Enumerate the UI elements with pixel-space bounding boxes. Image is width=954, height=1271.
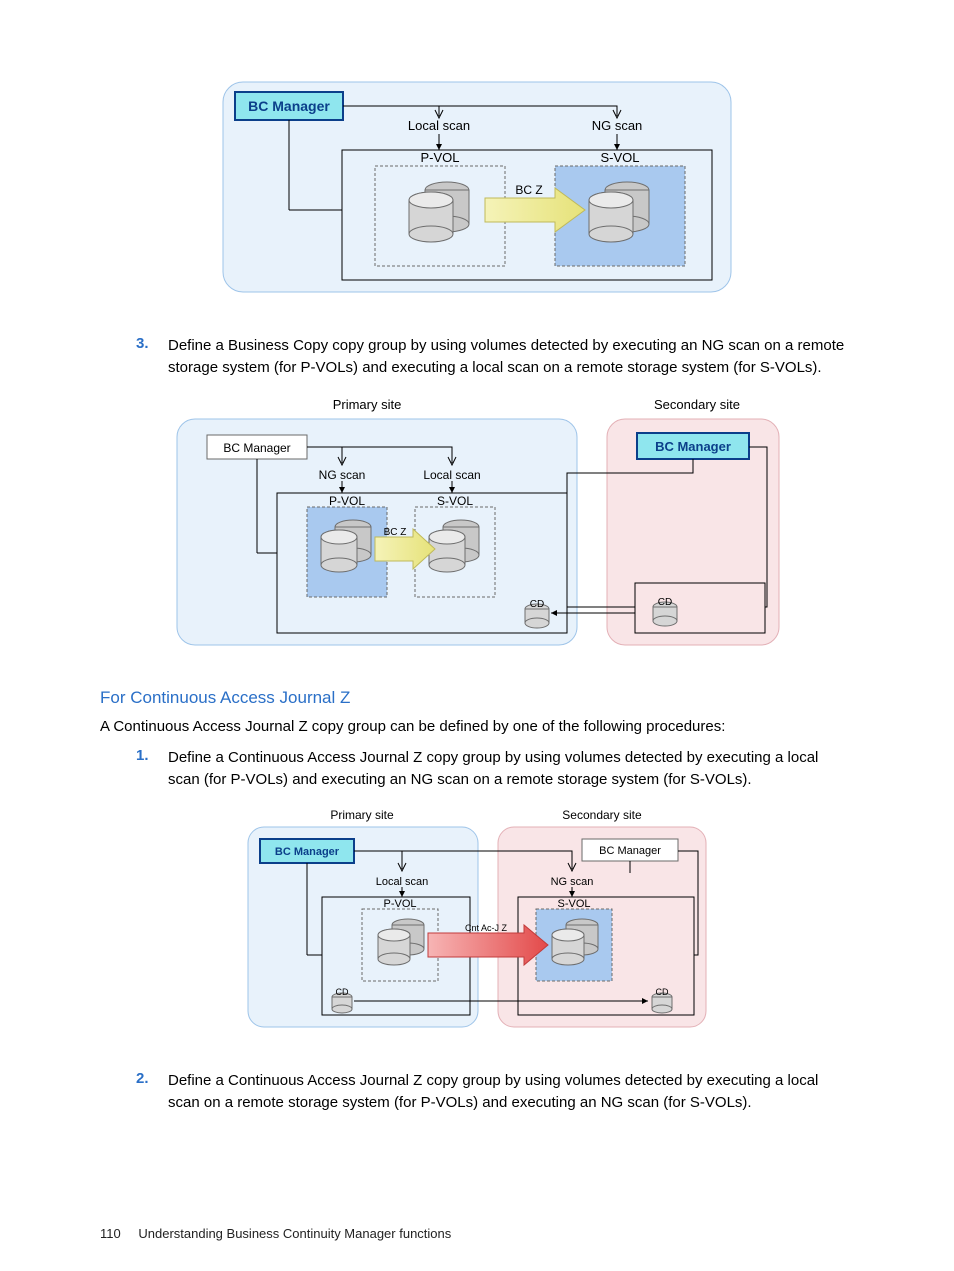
step-a2-text: Define a Continuous Access Journal Z cop… — [168, 1070, 854, 1114]
step-a2: 2. Define a Continuous Access Journal Z … — [136, 1070, 854, 1114]
diagram-2-svg: Primary site Secondary site BC Manager B… — [167, 393, 787, 653]
cd-label-3a: CD — [336, 987, 349, 997]
ng-scan-label-3: NG scan — [551, 876, 594, 888]
p-vol-label: P-VOL — [420, 150, 459, 165]
bc-manager-right-label: BC Manager — [655, 439, 731, 454]
p-vol-label-2: P-VOL — [329, 494, 365, 508]
step-a2-number: 2. — [136, 1070, 168, 1114]
local-scan-label: Local scan — [408, 118, 470, 133]
footer-title: Understanding Business Continuity Manage… — [138, 1226, 451, 1241]
local-scan-label-2: Local scan — [423, 468, 480, 482]
page-footer: 110 Understanding Business Continuity Ma… — [100, 1226, 451, 1241]
diagram-3-svg: Primary site Secondary site BC Manager B… — [242, 805, 712, 1035]
diagram-1-svg: BC Manager Local scan NG scan P-VOL S-VO… — [217, 70, 737, 300]
cd-label-left: CD — [530, 599, 544, 610]
s-vol-label: S-VOL — [600, 150, 639, 165]
s-vol-label-3: S-VOL — [557, 898, 590, 910]
diagram-3: Primary site Secondary site BC Manager B… — [100, 805, 854, 1040]
section-intro: A Continuous Access Journal Z copy group… — [100, 716, 854, 738]
primary-site-label: Primary site — [333, 397, 402, 412]
secondary-site-label-3: Secondary site — [562, 808, 642, 822]
diagram-1: BC Manager Local scan NG scan P-VOL S-VO… — [100, 70, 854, 305]
primary-site-label-3: Primary site — [330, 808, 394, 822]
secondary-site-label: Secondary site — [654, 397, 740, 412]
bc-manager-label: BC Manager — [248, 98, 330, 114]
s-vol-label-2: S-VOL — [437, 494, 473, 508]
step-3-number: 3. — [136, 335, 168, 379]
step-a1: 1. Define a Continuous Access Journal Z … — [136, 747, 854, 791]
bc-manager-left-3: BC Manager — [275, 846, 340, 858]
cd-label-right: CD — [658, 597, 672, 608]
section-heading-cajz: For Continuous Access Journal Z — [100, 688, 854, 708]
step-3: 3. Define a Business Copy copy group by … — [136, 335, 854, 379]
step-3-text: Define a Business Copy copy group by usi… — [168, 335, 854, 379]
p-vol-label-3: P-VOL — [383, 898, 416, 910]
step-a1-number: 1. — [136, 747, 168, 791]
bc-manager-left-label: BC Manager — [223, 441, 290, 455]
diagram-2: Primary site Secondary site BC Manager B… — [100, 393, 854, 658]
bc-manager-right-3: BC Manager — [599, 845, 661, 857]
ng-scan-label: NG scan — [592, 118, 643, 133]
step-a1-text: Define a Continuous Access Journal Z cop… — [168, 747, 854, 791]
ng-scan-label-2: NG scan — [319, 468, 366, 482]
local-scan-label-3: Local scan — [376, 876, 429, 888]
cntacjz-label: Cnt Ac-J Z — [465, 923, 508, 933]
bcz-label-2: BC Z — [384, 527, 407, 538]
cd-label-3b: CD — [656, 987, 669, 997]
bcz-label: BC Z — [515, 183, 542, 197]
page-number: 110 — [100, 1226, 121, 1241]
